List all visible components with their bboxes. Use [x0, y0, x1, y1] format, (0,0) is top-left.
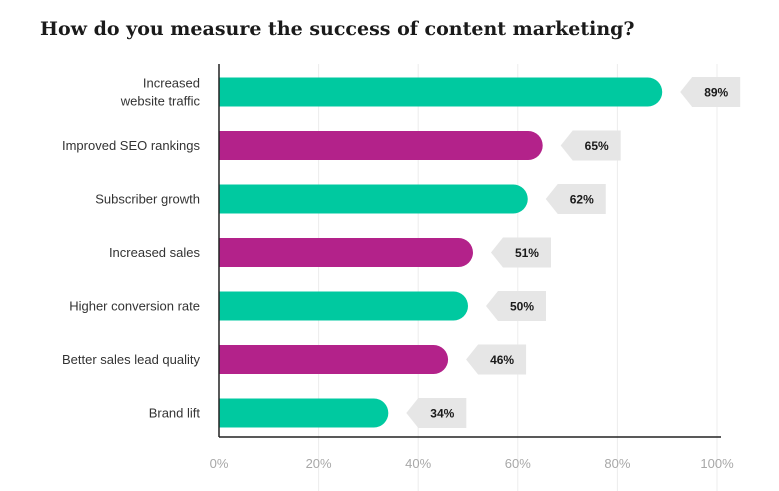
bar	[219, 77, 663, 107]
x-tick-label: 20%	[306, 456, 332, 471]
data-label: 51%	[515, 246, 539, 260]
x-tick-label: 60%	[505, 456, 531, 471]
bar	[219, 184, 528, 214]
bar	[219, 131, 543, 160]
category-label: website traffic	[120, 94, 201, 109]
value-label-tag	[490, 237, 551, 268]
category-label: Increased sales	[109, 245, 201, 260]
category-label: Subscriber growth	[95, 192, 200, 207]
value-label-tag	[466, 344, 527, 375]
value-label-tag	[560, 130, 621, 161]
value-label-tag	[680, 77, 741, 107]
x-tick-label: 100%	[700, 456, 734, 471]
value-label-tag	[406, 398, 467, 428]
chart-title: How do you measure the success of conten…	[40, 18, 635, 40]
x-tick-label: 0%	[210, 456, 229, 471]
category-label: Improved SEO rankings	[62, 138, 201, 153]
value-label-tag	[486, 291, 546, 321]
x-tick-label: 80%	[604, 456, 630, 471]
bar	[219, 238, 473, 267]
data-label: 34%	[430, 407, 454, 421]
category-label: Brand lift	[149, 406, 201, 421]
x-tick-label: 40%	[405, 456, 431, 471]
data-label: 50%	[510, 300, 534, 314]
data-label: 62%	[570, 193, 594, 207]
value-label-tag	[545, 184, 606, 214]
data-label: 46%	[490, 353, 514, 367]
category-label: Increased	[143, 76, 200, 91]
data-label: 89%	[704, 86, 728, 100]
bar	[219, 291, 469, 321]
data-label: 65%	[585, 139, 609, 153]
category-label: Higher conversion rate	[69, 299, 200, 314]
bar	[219, 398, 389, 428]
bar	[219, 345, 449, 374]
category-label: Better sales lead quality	[62, 352, 201, 367]
